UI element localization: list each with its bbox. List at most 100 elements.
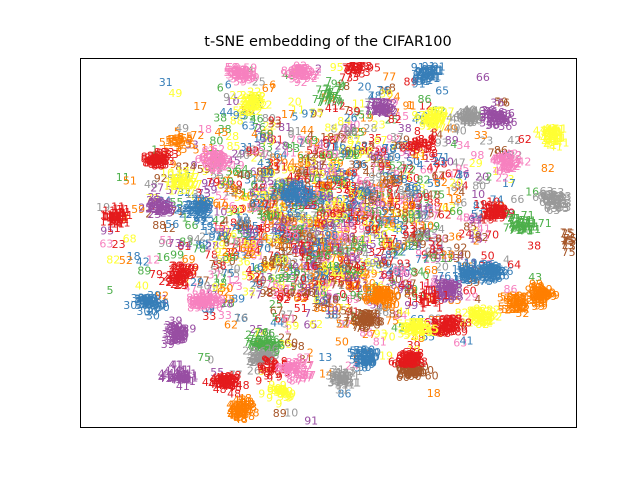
- point-label: 38: [326, 155, 340, 168]
- point-label: 88: [152, 219, 166, 232]
- point-label: 42: [359, 260, 373, 273]
- point-label: 99: [334, 231, 348, 244]
- point-label: 9: [353, 181, 360, 194]
- point-label: 58: [394, 173, 408, 186]
- point-label: 67: [445, 168, 459, 181]
- point-label: 31: [312, 149, 326, 162]
- point-label: 23: [267, 164, 281, 177]
- point-label: 76: [252, 121, 266, 134]
- point-label: 71: [382, 240, 396, 253]
- point-label: 54: [355, 292, 369, 305]
- point-label: 78: [346, 148, 360, 161]
- point-label: 40: [135, 280, 149, 293]
- point-label: 52: [119, 254, 133, 267]
- point-label: 1: [387, 200, 394, 213]
- point-label: 1: [477, 109, 484, 122]
- point-label: 74: [330, 96, 344, 109]
- point-label: 60: [420, 164, 434, 177]
- point-label: 94: [324, 274, 338, 287]
- point-label: 19: [96, 201, 110, 214]
- point-label: 35: [345, 236, 359, 249]
- point-label: 20: [362, 277, 376, 290]
- cluster-point-label: 9: [264, 358, 271, 371]
- point-label: 45: [227, 154, 241, 167]
- point-label: 55: [303, 272, 317, 285]
- point-label: 44: [406, 233, 420, 246]
- point-label: 41: [283, 146, 297, 159]
- point-label: 95: [312, 168, 326, 181]
- point-label: 7: [446, 283, 453, 296]
- point-label: 71: [325, 140, 339, 153]
- point-label: 82: [361, 141, 375, 154]
- point-label: 99: [201, 177, 215, 190]
- point-label: 79: [214, 229, 228, 242]
- point-label: 66: [449, 205, 463, 218]
- chart-title: t-SNE embedding of the CIFAR100: [204, 34, 452, 50]
- cluster-point-label: 60: [365, 281, 379, 294]
- point-label: 34: [157, 194, 171, 207]
- point-label: 52: [432, 104, 446, 117]
- point-label: 72: [283, 258, 297, 271]
- point-label: 34: [456, 139, 470, 152]
- point-label: 69: [358, 179, 372, 192]
- point-label: 55: [210, 366, 224, 379]
- point-label: 58: [213, 260, 227, 273]
- cluster-point-label: 61: [299, 184, 313, 197]
- point-label: 51: [159, 234, 173, 247]
- point-label: 83: [262, 209, 276, 222]
- point-label: 96: [340, 211, 354, 224]
- cluster-point-label: 72: [373, 104, 387, 117]
- point-label: 62: [217, 286, 231, 299]
- cluster-point-label: 1: [434, 289, 441, 302]
- cluster-point-label: 60: [382, 301, 396, 314]
- cluster-point-label: 83: [144, 152, 158, 165]
- point-label: 75: [366, 189, 380, 202]
- point-label: 86: [372, 183, 386, 196]
- point-label: 82: [541, 162, 555, 175]
- point-label: 69: [318, 277, 332, 290]
- point-label: 88: [344, 125, 358, 138]
- point-label: 20: [358, 81, 372, 94]
- point-label: 52: [278, 215, 292, 228]
- point-label: 24: [342, 193, 356, 206]
- point-label: 85: [258, 365, 272, 378]
- point-label: 79: [364, 268, 378, 281]
- point-label: 20: [288, 96, 302, 109]
- point-label: 93: [374, 327, 388, 340]
- point-label: 49: [168, 87, 182, 100]
- cluster-point-label: 62: [207, 154, 221, 167]
- point-label: 50: [335, 336, 349, 349]
- point-label: 43: [311, 146, 325, 159]
- point-label: 92: [328, 248, 342, 261]
- point-label: 64: [360, 190, 374, 203]
- point-label: 56: [260, 132, 274, 145]
- point-label: 40: [388, 289, 402, 302]
- point-label: 93: [408, 208, 422, 221]
- point-label: 57: [342, 168, 356, 181]
- point-label: 31: [398, 170, 412, 183]
- cluster-point-label: 11: [108, 211, 122, 224]
- point-label: 2: [486, 171, 493, 184]
- point-label: 41: [314, 287, 328, 300]
- point-label: 6: [313, 200, 320, 213]
- point-label: 61: [250, 250, 264, 263]
- cluster-point-label: 9: [268, 379, 275, 392]
- point-label: 67: [270, 305, 284, 318]
- point-label: 51: [399, 146, 413, 159]
- point-label: 79: [267, 250, 281, 263]
- point-label: 66: [476, 71, 490, 84]
- point-label: 63: [99, 238, 113, 251]
- point-label: 82: [155, 289, 169, 302]
- point-label: 55: [251, 277, 265, 290]
- cluster-point-label: 19: [452, 263, 466, 276]
- point-label: 8: [390, 143, 397, 156]
- point-label: 76: [299, 134, 313, 147]
- point-label: 50: [319, 183, 333, 196]
- point-label: 41: [363, 166, 377, 179]
- point-label: 30: [319, 277, 333, 290]
- cluster-point-label: 40: [450, 113, 464, 126]
- point-label: 65: [328, 264, 342, 277]
- point-label: 37: [346, 278, 360, 291]
